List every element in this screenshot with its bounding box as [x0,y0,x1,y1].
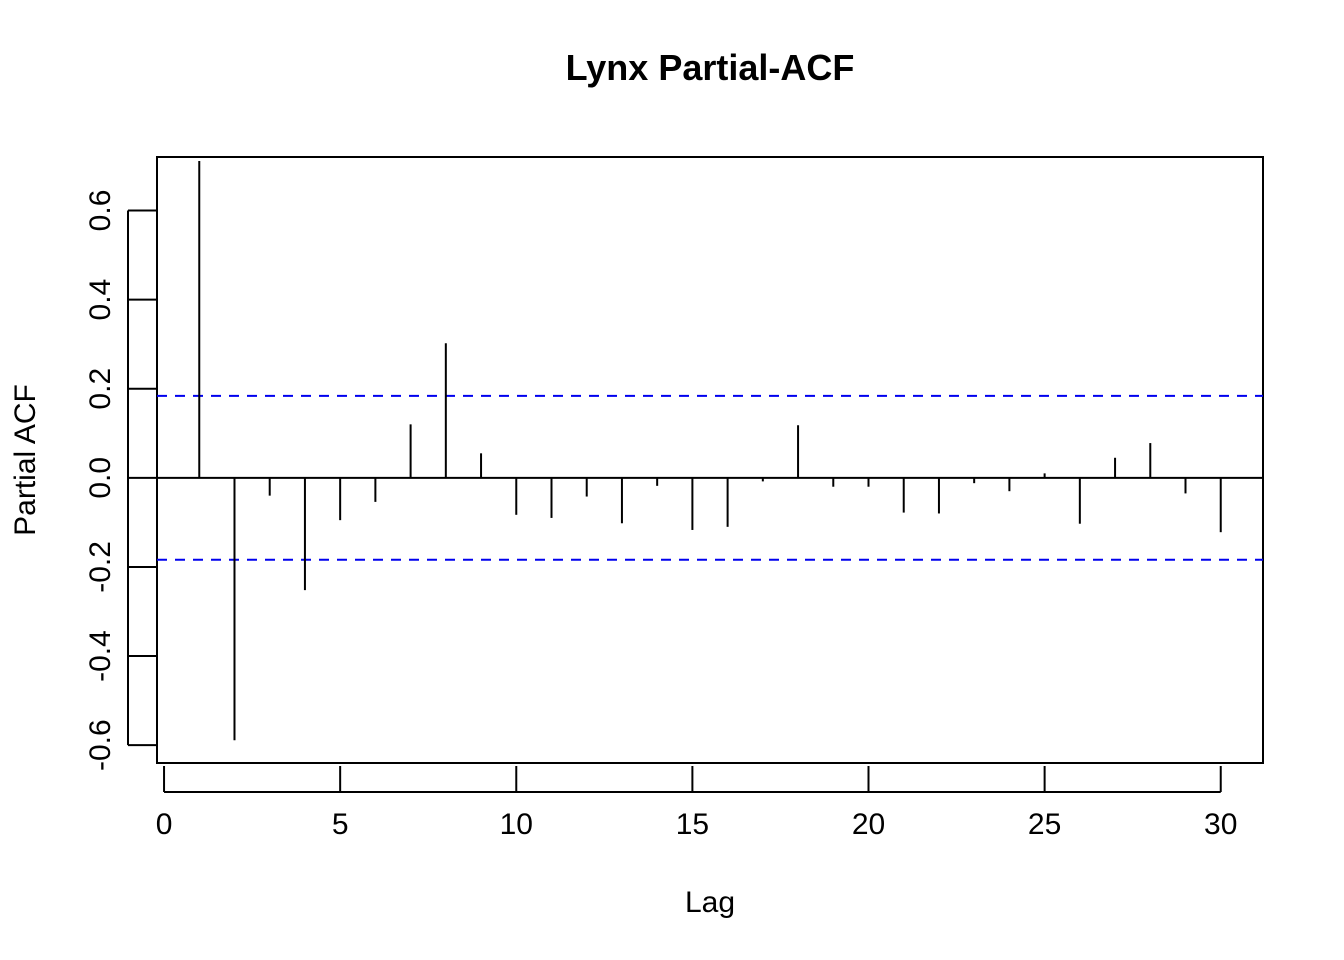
x-tick-label: 20 [852,808,885,841]
x-tick-label: 0 [156,808,173,841]
y-tick-label: 0.0 [84,457,117,499]
x-tick-label: 10 [500,808,533,841]
y-tick-label: 0.4 [84,279,117,321]
y-axis-label: Partial ACF [9,384,42,536]
plot-frame [156,156,1264,764]
y-tick-label: 0.2 [84,368,117,410]
x-tick-label: 30 [1204,808,1237,841]
y-tick-label: 0.6 [84,190,117,232]
y-axis: -0.6 -0.4 -0.2 0.0 0.2 0.4 0.6 [84,190,157,771]
x-axis-label: Lag [685,886,735,919]
pacf-bars [198,161,1222,741]
chart-title: Lynx Partial-ACF [566,47,855,88]
x-tick-label: 25 [1028,808,1061,841]
y-tick-label: -0.4 [84,630,117,682]
y-tick-label: -0.6 [84,719,117,771]
confidence-bounds [157,394,1263,561]
x-tick-label: 5 [332,808,349,841]
x-tick-label: 15 [676,808,709,841]
x-axis: 0 5 10 15 20 25 30 [156,766,1237,841]
y-tick-label: -0.2 [84,541,117,593]
